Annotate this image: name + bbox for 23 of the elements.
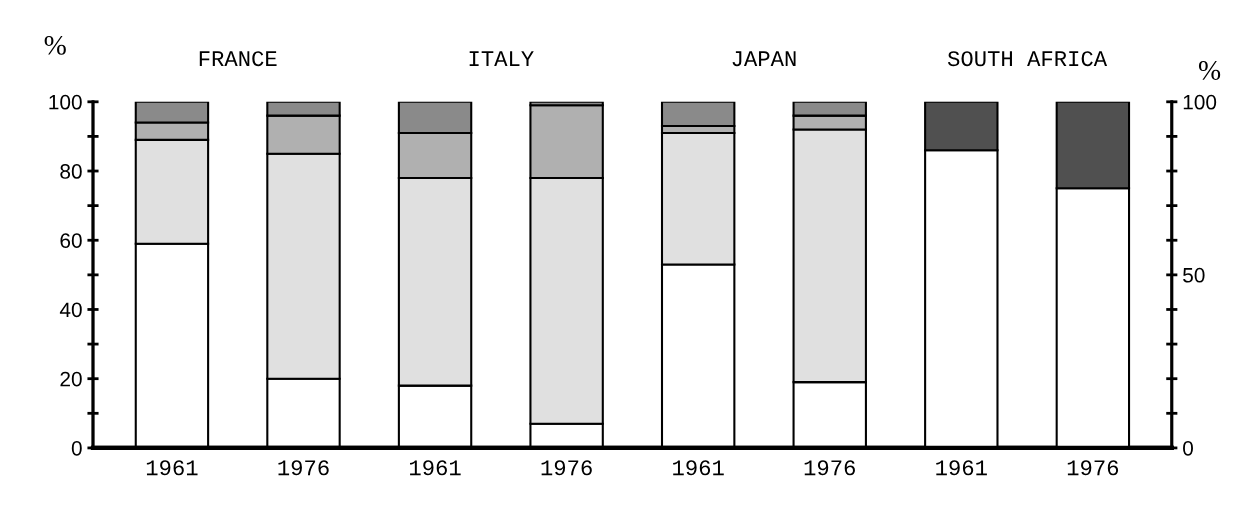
y2-axis-title: %	[1198, 61, 1221, 80]
x-tick-label: 1976	[804, 460, 855, 476]
x-tick-label: 1976	[1067, 460, 1119, 476]
y2-tick-label: 100	[1183, 94, 1217, 110]
y-axis-title: %	[44, 35, 66, 55]
x-tick-label: 1961	[936, 460, 987, 476]
x-tick-label: 1961	[409, 460, 461, 476]
x-tick-label: 1961	[673, 460, 724, 476]
y-tick-label: 80	[60, 164, 82, 179]
x-tick-label: 1976	[278, 460, 329, 476]
x-tick-label: 1976	[541, 460, 592, 476]
x-tick-label: 1961	[146, 460, 198, 476]
y-tick-label: 40	[59, 302, 82, 318]
y2-tick-label: 50	[1183, 267, 1205, 283]
text: FRANCE	[199, 51, 277, 67]
text: SOUTH AFRICA	[947, 51, 1108, 67]
y-tick-label: 100	[49, 94, 82, 110]
y-tick-label: 60	[60, 233, 82, 248]
y2-tick-label: 0	[1183, 440, 1193, 456]
text: ITALY	[469, 51, 534, 67]
y-tick-label: 20	[60, 371, 82, 387]
text: JAPAN	[732, 51, 796, 67]
y-tick-label: 0	[71, 440, 82, 456]
